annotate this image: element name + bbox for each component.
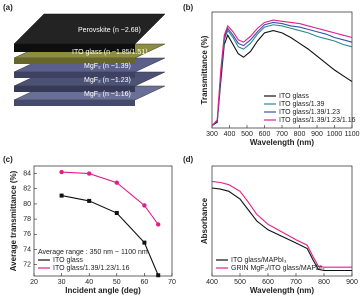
point	[59, 169, 64, 175]
y-tick-label: 82	[23, 186, 31, 193]
x-tick-label: 50	[113, 279, 121, 286]
x-tick-label: 70	[168, 279, 176, 286]
panel-label: (b)	[183, 3, 194, 12]
legend-label: ITO glass/MAPbI₃	[231, 257, 287, 264]
x-axis-label: Incident angle (deg)	[65, 286, 141, 295]
x-tick-label: 1100	[344, 131, 359, 138]
y-tick-label: 76	[23, 231, 31, 238]
layer-shape	[14, 72, 135, 78]
x-axis-label: Wavelength (nm)	[250, 138, 314, 147]
x-tick-label: 20	[30, 279, 38, 286]
y-axis-label: Transmittance (%)	[200, 35, 209, 104]
layer-label: Perovskite (n ~2.68)	[78, 27, 141, 34]
legend-label: ITO glass/1.39/1.23/1.16	[279, 117, 356, 124]
x-tick-label: 400	[206, 279, 218, 286]
y-tick-label: 84	[23, 170, 31, 177]
y-tick-label: 78	[23, 216, 31, 223]
y-tick-label: 72	[23, 261, 31, 268]
x-axis-label: Wavelength (nm)	[250, 286, 314, 295]
point	[114, 211, 119, 216]
layer-shape	[14, 44, 135, 52]
legend-label: ITO glass	[53, 257, 83, 264]
x-tick-label: 500	[234, 279, 246, 286]
point	[156, 273, 161, 278]
point	[87, 171, 92, 176]
x-tick-label: 600	[259, 131, 271, 138]
point	[59, 193, 64, 198]
plot-frame	[211, 165, 353, 277]
annotation: Average range : 350 nm ~ 1100 nm	[38, 249, 148, 256]
x-tick-label: 700	[290, 279, 302, 286]
diagram: (a) Perovskite (n ~2.68) ITO glass (n ~1…	[3, 3, 166, 106]
y-tick-label: 74	[23, 246, 31, 253]
series-line	[211, 24, 353, 127]
legend-label: GRIN MgF₂/ITO glass/MAPbI₃	[231, 265, 325, 272]
point	[142, 203, 147, 208]
x-tick-label: 600	[262, 279, 274, 286]
layer-label: ITO glass (n ~1.85/1.51)	[72, 49, 148, 56]
x-tick-label: 60	[141, 279, 149, 286]
legend-label: ITO glass	[279, 93, 309, 100]
plot-frame	[33, 165, 173, 277]
point	[87, 198, 92, 203]
layer-label: MgF₂ (n ~1.23)	[84, 77, 131, 84]
x-tick-label: 500	[241, 131, 253, 138]
series-line	[211, 180, 352, 268]
panel-label: (c)	[3, 155, 13, 164]
legend-label: ITO glass/1.39/1.23/1.16	[53, 265, 130, 272]
layer-shape	[14, 58, 135, 64]
x-tick-label: 400	[224, 131, 236, 138]
series-line	[211, 187, 352, 272]
x-tick-label: 300	[206, 131, 218, 138]
layer-label: MgF₂ (n ~1.16)	[84, 91, 131, 98]
series-line	[211, 19, 353, 127]
x-tick-label: 700	[276, 131, 288, 138]
y-axis-label: Absorbance	[200, 197, 209, 244]
x-tick-label: 30	[58, 279, 66, 286]
x-tick-label: 900	[311, 131, 323, 138]
layer-shape	[14, 100, 135, 106]
panel-label: (d)	[183, 155, 194, 164]
layer-label: MgF₂ (n ~1.39)	[84, 63, 131, 70]
x-tick-label: 800	[318, 279, 330, 286]
point	[114, 180, 120, 185]
panel-label: (a)	[3, 3, 13, 12]
x-tick-label: 1000	[327, 131, 343, 138]
y-axis-label: Average transmittance (%)	[9, 170, 18, 271]
y-tick-label: 80	[23, 201, 31, 208]
x-tick-label: 800	[294, 131, 306, 138]
point	[156, 222, 161, 227]
series-line	[211, 29, 353, 127]
legend-label: ITO glass/1.39/1.23	[279, 109, 340, 116]
point	[142, 240, 147, 245]
layer-shape	[14, 86, 135, 92]
x-tick-label: 40	[85, 279, 93, 286]
series-line	[211, 21, 353, 127]
legend-label: ITO glass/1.39	[279, 101, 325, 108]
x-tick-label: 900	[346, 279, 358, 286]
